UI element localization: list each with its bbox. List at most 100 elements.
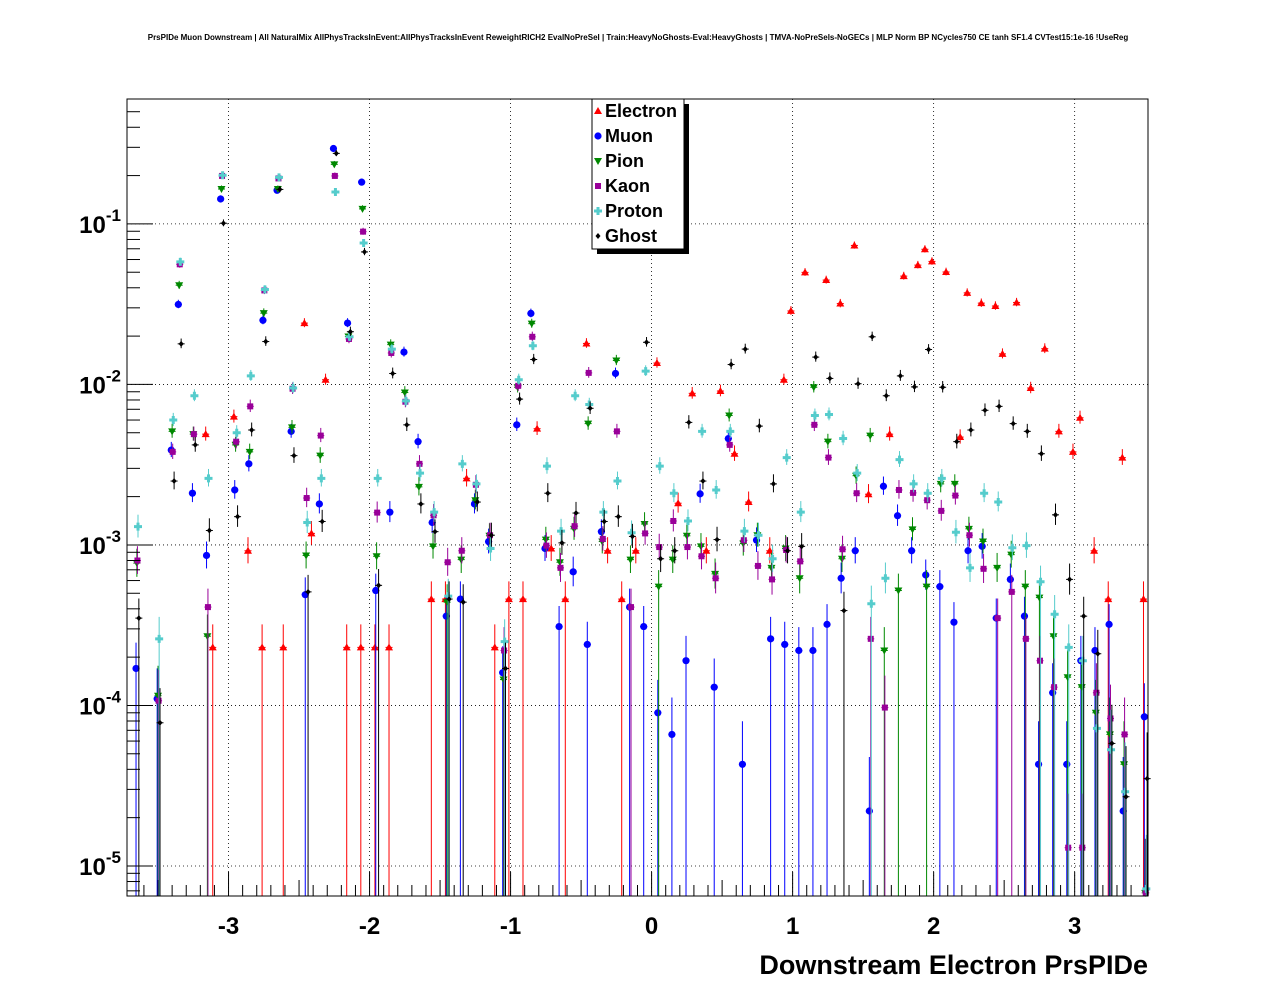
data-point bbox=[682, 532, 691, 540]
data-point bbox=[414, 483, 423, 491]
data-point bbox=[628, 604, 635, 611]
data-point bbox=[1140, 713, 1148, 721]
data-point bbox=[779, 375, 788, 383]
data-point bbox=[641, 367, 650, 376]
data-point bbox=[233, 438, 240, 445]
data-point bbox=[174, 300, 182, 309]
data-point bbox=[1092, 724, 1101, 733]
data-point bbox=[585, 369, 592, 376]
data-point bbox=[951, 528, 960, 537]
legend-marker bbox=[594, 107, 602, 114]
data-point bbox=[190, 431, 197, 438]
data-point bbox=[243, 546, 252, 554]
y-tick-label: 10-4 bbox=[79, 687, 121, 720]
data-point bbox=[289, 383, 298, 392]
data-point bbox=[1104, 595, 1113, 603]
data-point bbox=[823, 620, 831, 628]
data-point bbox=[1010, 420, 1016, 427]
x-tick-label: -1 bbox=[500, 913, 521, 940]
legend-marker bbox=[594, 207, 602, 215]
data-point bbox=[157, 719, 163, 726]
legend-marker bbox=[595, 233, 601, 239]
data-point bbox=[897, 372, 903, 379]
data-point bbox=[1049, 633, 1058, 641]
data-point bbox=[1020, 612, 1029, 620]
data-point bbox=[514, 375, 523, 384]
data-point bbox=[583, 640, 591, 649]
data-point bbox=[742, 346, 748, 353]
data-point bbox=[582, 339, 591, 347]
legend-marker bbox=[594, 132, 602, 140]
data-point bbox=[885, 430, 894, 438]
data-point bbox=[672, 547, 678, 554]
data-point bbox=[587, 405, 593, 412]
data-point bbox=[446, 596, 452, 603]
data-point bbox=[571, 523, 578, 530]
data-point bbox=[909, 479, 918, 488]
data-point bbox=[204, 474, 213, 483]
data-point bbox=[358, 205, 367, 213]
data-point bbox=[950, 618, 958, 626]
data-point bbox=[655, 462, 664, 471]
data-point bbox=[347, 328, 353, 335]
data-point bbox=[809, 384, 818, 392]
data-point bbox=[937, 474, 946, 483]
data-point bbox=[321, 375, 330, 383]
data-point bbox=[231, 486, 239, 494]
data-point bbox=[247, 403, 254, 410]
data-point bbox=[716, 386, 725, 394]
data-point bbox=[726, 441, 733, 448]
legend-label: Ghost bbox=[605, 226, 657, 246]
data-point bbox=[1049, 689, 1057, 697]
data-point bbox=[809, 646, 817, 655]
data-point bbox=[543, 542, 550, 549]
data-point bbox=[865, 807, 873, 815]
data-point bbox=[913, 261, 922, 269]
data-point bbox=[501, 647, 508, 654]
data-point bbox=[1021, 583, 1030, 591]
data-point bbox=[813, 354, 819, 361]
x-tick-label: 3 bbox=[1068, 913, 1081, 940]
data-point bbox=[627, 528, 636, 537]
data-point bbox=[513, 421, 521, 429]
data-point bbox=[994, 498, 1003, 507]
data-point bbox=[730, 449, 739, 457]
data-point bbox=[795, 575, 804, 583]
data-point bbox=[376, 582, 382, 589]
data-point bbox=[427, 595, 436, 603]
data-point bbox=[738, 760, 747, 768]
data-point bbox=[307, 529, 316, 537]
data-point bbox=[387, 345, 396, 354]
data-point bbox=[414, 438, 422, 446]
data-point bbox=[908, 547, 916, 555]
data-point bbox=[839, 546, 846, 553]
data-point bbox=[669, 489, 678, 498]
data-point bbox=[910, 489, 917, 496]
data-point bbox=[683, 516, 692, 525]
data-point bbox=[756, 423, 762, 430]
x-axis-title: Downstream Electron PrsPIDe bbox=[759, 950, 1148, 980]
data-point bbox=[279, 643, 288, 651]
data-point bbox=[686, 419, 692, 426]
data-point bbox=[936, 480, 945, 488]
data-point bbox=[474, 499, 480, 506]
data-point bbox=[518, 595, 527, 603]
data-point bbox=[1036, 657, 1043, 664]
data-point bbox=[190, 391, 199, 400]
data-point bbox=[769, 576, 776, 583]
data-point bbox=[712, 485, 721, 494]
data-point bbox=[811, 421, 818, 428]
data-point bbox=[462, 474, 471, 482]
data-point bbox=[259, 316, 267, 324]
data-point bbox=[1107, 745, 1116, 754]
data-point bbox=[908, 526, 917, 534]
data-point bbox=[980, 565, 987, 572]
data-point bbox=[926, 346, 932, 353]
data-point bbox=[188, 489, 197, 497]
data-point bbox=[1054, 427, 1063, 435]
legend-marker bbox=[595, 183, 601, 189]
data-point bbox=[670, 517, 677, 524]
data-point bbox=[613, 428, 620, 435]
data-point bbox=[781, 640, 789, 649]
data-point bbox=[218, 171, 227, 180]
